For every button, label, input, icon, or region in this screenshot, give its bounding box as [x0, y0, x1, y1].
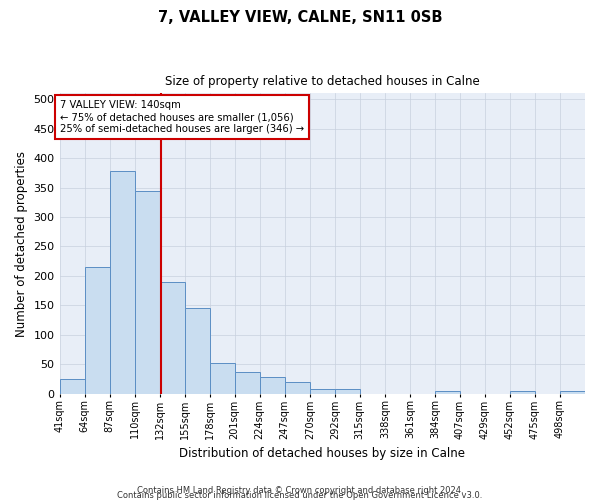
Bar: [185, 308, 209, 394]
Bar: [310, 389, 335, 394]
Text: 7 VALLEY VIEW: 140sqm
← 75% of detached houses are smaller (1,056)
25% of semi-d: 7 VALLEY VIEW: 140sqm ← 75% of detached …: [60, 100, 304, 134]
X-axis label: Distribution of detached houses by size in Calne: Distribution of detached houses by size …: [179, 447, 465, 460]
Bar: [335, 389, 360, 394]
Bar: [209, 362, 235, 394]
Bar: [134, 190, 160, 394]
Bar: [110, 171, 134, 394]
Bar: [59, 379, 85, 394]
Bar: [160, 282, 185, 394]
Bar: [285, 382, 310, 394]
Text: Contains public sector information licensed under the Open Government Licence v3: Contains public sector information licen…: [118, 490, 482, 500]
Bar: [260, 377, 285, 394]
Bar: [435, 391, 460, 394]
Bar: [510, 391, 535, 394]
Text: Contains HM Land Registry data © Crown copyright and database right 2024.: Contains HM Land Registry data © Crown c…: [137, 486, 463, 495]
Title: Size of property relative to detached houses in Calne: Size of property relative to detached ho…: [165, 75, 479, 88]
Bar: [85, 267, 110, 394]
Bar: [560, 391, 585, 394]
Y-axis label: Number of detached properties: Number of detached properties: [15, 150, 28, 336]
Text: 7, VALLEY VIEW, CALNE, SN11 0SB: 7, VALLEY VIEW, CALNE, SN11 0SB: [158, 10, 442, 25]
Bar: [235, 372, 260, 394]
